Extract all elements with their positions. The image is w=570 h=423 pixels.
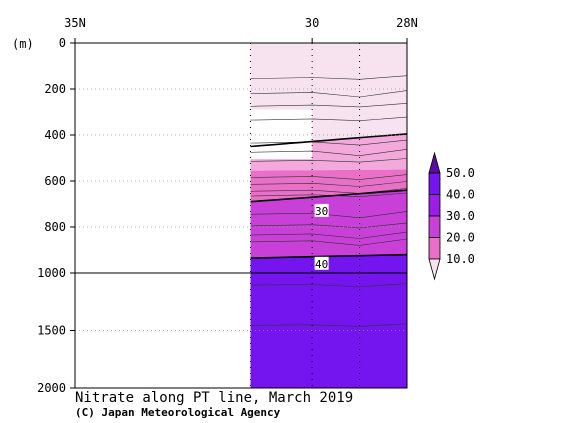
- contour-label-bg: [314, 203, 329, 217]
- colorbar-segment: [428, 237, 441, 260]
- contour-line: [250, 211, 407, 219]
- contour-line: [250, 149, 407, 157]
- grid-lines: [75, 43, 408, 388]
- missing-data-notch: [250, 109, 313, 160]
- y-tick-label: 2000: [37, 381, 66, 395]
- chart-title: Nitrate along PT line, March 2019: [75, 390, 354, 406]
- colorbar: 50.0 40.0 30.0 20.0 10.0: [428, 151, 475, 281]
- band-20-30: [250, 169, 407, 202]
- colorbar-label: 30.0: [446, 209, 475, 223]
- contour-line: [250, 174, 407, 180]
- contour-label: 30: [315, 205, 328, 218]
- contour-line: [250, 181, 407, 187]
- y-tick-label: 1000: [37, 266, 66, 280]
- nitrate-shading: [250, 43, 407, 388]
- contour-lines: [250, 75, 407, 327]
- contour-30: [250, 189, 407, 203]
- colorbar-label: 40.0: [446, 188, 475, 202]
- colorbar-segment: [428, 194, 441, 217]
- band-above-40: [250, 254, 407, 388]
- contour-line: [250, 283, 407, 288]
- contour-value-labels: 30 40: [314, 203, 329, 271]
- colorbar-segment: [428, 172, 441, 195]
- y-tick-label: 200: [44, 82, 66, 96]
- y-tick-label: 400: [44, 128, 66, 142]
- x-tick-label: 30: [305, 16, 319, 30]
- contour-40: [250, 253, 407, 259]
- colorbar-label: 10.0: [446, 252, 475, 266]
- contour-label: 40: [315, 258, 328, 271]
- y-tick-label: 0: [59, 36, 66, 50]
- contour-line: [250, 103, 407, 108]
- y-tick-label: 600: [44, 174, 66, 188]
- x-tick-label: 35N: [64, 16, 86, 30]
- plot-frame: [74, 42, 408, 389]
- contour-line: [250, 323, 407, 327]
- contour-line: [250, 75, 407, 80]
- y-unit-label: (m): [12, 37, 34, 51]
- colorbar-label: 20.0: [446, 231, 475, 245]
- colorbar-arrow-bottom: [428, 258, 441, 281]
- contour-line: [250, 188, 407, 194]
- y-tick-label: 800: [44, 220, 66, 234]
- colorbar-arrow-top: [428, 151, 441, 174]
- contour-line: [250, 90, 407, 98]
- colorbar-label: 50.0: [446, 166, 475, 180]
- colorbar-segment: [428, 215, 441, 238]
- contour-line: [250, 116, 407, 122]
- contour-line: [250, 222, 407, 229]
- axes: 0 200 400 600 800 1000 1500 2000 (m) 35N 30 28N: [12, 16, 418, 395]
- contour-label-bg: [314, 256, 329, 270]
- contour-line: [250, 231, 407, 239]
- contour-10: [250, 133, 407, 148]
- x-tick-label: 28N: [396, 16, 418, 30]
- contour-line: [250, 238, 407, 246]
- contour-line: [250, 139, 407, 146]
- contour-line: [250, 158, 407, 163]
- y-tick-label: 1500: [37, 324, 66, 338]
- credit-line: (C) Japan Meteorological Agency: [75, 406, 281, 419]
